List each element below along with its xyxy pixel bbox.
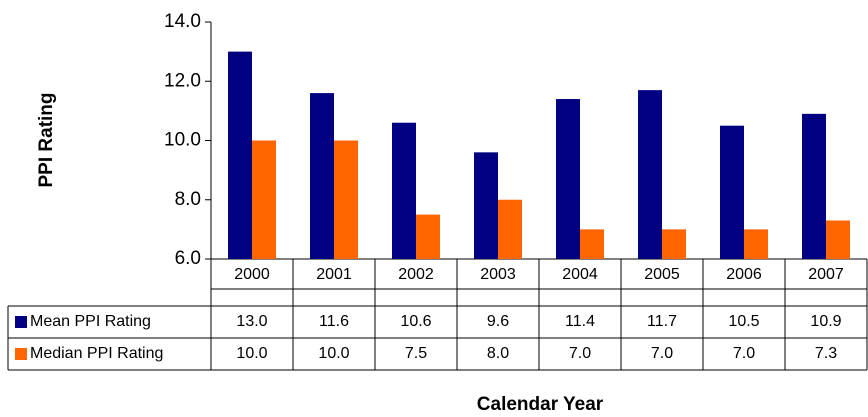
- table-value: 7.0: [569, 345, 591, 362]
- x-tick-label: 2004: [562, 266, 598, 283]
- bar: [556, 99, 580, 260]
- table-value: 9.6: [487, 313, 509, 330]
- table-value: 11.6: [319, 313, 349, 330]
- bar: [310, 93, 334, 259]
- table-value: 10.0: [236, 345, 267, 362]
- x-tick-label: 2006: [726, 266, 762, 283]
- y-tick-label: 6.0: [175, 248, 201, 269]
- y-tick-label: 8.0: [175, 189, 201, 210]
- bar: [498, 199, 522, 259]
- bar: [662, 229, 686, 259]
- table-value: 10.6: [400, 313, 431, 330]
- bar: [744, 229, 768, 259]
- y-tick-label: 12.0: [164, 70, 201, 91]
- bar: [802, 113, 826, 260]
- bar: [474, 152, 498, 259]
- x-tick-label: 2007: [808, 266, 844, 283]
- bar: [826, 220, 850, 259]
- table-value: 7.0: [733, 345, 755, 362]
- bar: [638, 90, 662, 259]
- bar: [580, 229, 604, 259]
- y-tick-label: 14.0: [164, 11, 201, 32]
- bar: [334, 140, 358, 259]
- legend-key: [15, 316, 27, 328]
- table-value: 10.5: [728, 313, 759, 330]
- bar: [392, 122, 416, 259]
- x-tick-label: 2002: [398, 266, 434, 283]
- legend-key: [15, 348, 27, 360]
- table-value: 10.0: [318, 345, 349, 362]
- table-value: 11.7: [647, 313, 677, 330]
- x-axis-title: Calendar Year: [477, 394, 604, 415]
- x-tick-label: 2001: [316, 266, 352, 283]
- x-tick-label: 2000: [234, 266, 270, 283]
- table-value: 13.0: [236, 313, 267, 330]
- table-value: 11.4: [565, 313, 595, 330]
- y-axis-title: PPI Rating: [36, 92, 57, 187]
- bar: [720, 125, 744, 259]
- bar: [252, 140, 276, 259]
- table-value: 7.3: [815, 345, 837, 362]
- legend-label: Median PPI Rating: [30, 345, 163, 362]
- bar: [416, 214, 440, 259]
- table-value: 7.5: [405, 345, 427, 362]
- table-value: 7.0: [651, 345, 673, 362]
- bar: [228, 51, 252, 259]
- table-value: 8.0: [487, 345, 509, 362]
- x-tick-label: 2003: [480, 266, 516, 283]
- y-tick-label: 10.0: [164, 130, 201, 151]
- table-value: 10.9: [810, 313, 841, 330]
- legend-label: Mean PPI Rating: [30, 313, 151, 330]
- x-tick-label: 2005: [644, 266, 680, 283]
